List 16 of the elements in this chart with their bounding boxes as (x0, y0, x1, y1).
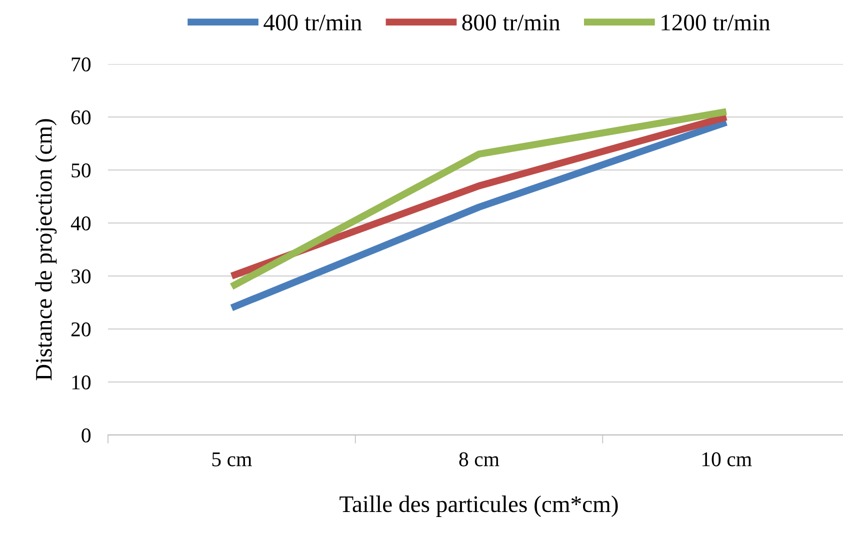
x-tick-label: 8 cm (459, 452, 500, 466)
y-tick-label: 20 (71, 322, 91, 336)
legend-label: 1200 tr/min (662, 14, 770, 31)
x-axis-title: Taille des particules (cm*cm) (340, 496, 618, 517)
y-tick-label: 10 (72, 375, 91, 390)
x-tick-label: 10 cm (702, 452, 752, 466)
x-tick-label: 5 cm (212, 452, 252, 466)
legend-label: 800 tr/min (462, 14, 560, 31)
y-tick-label: 70 (72, 57, 91, 72)
y-tick-label: 60 (71, 110, 91, 124)
legend-label: 400 tr/min (264, 14, 362, 31)
y-tick-label: 0 (82, 428, 91, 442)
y-tick-label: 40 (70, 216, 91, 230)
y-axis-title: Distance de projection (cm) (35, 119, 57, 380)
y-tick-label: 30 (71, 269, 91, 284)
y-tick-label: 50 (72, 163, 91, 178)
